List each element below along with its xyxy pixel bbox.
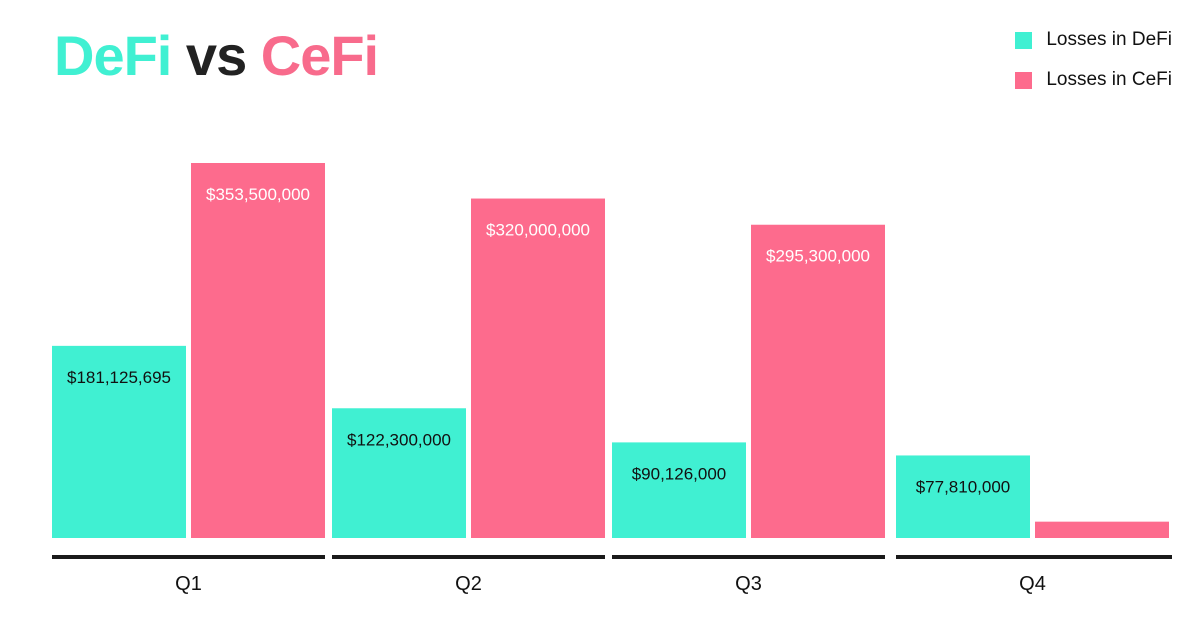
axis-segment-q2 — [332, 555, 605, 559]
x-tick-label-q4: Q4 — [1019, 573, 1046, 595]
axis-segment-q1 — [52, 555, 325, 559]
cefi-value-label-q3: $295,300,000 — [766, 247, 870, 266]
legend-swatch-cefi — [1015, 71, 1033, 89]
legend-label-defi: Losses in DeFi — [1046, 29, 1172, 50]
defi-bar-q1 — [52, 345, 186, 538]
title-defi: DeFi — [54, 24, 172, 87]
defi-value-label-q3: $90,126,000 — [632, 464, 727, 483]
defi-bar-q3 — [612, 442, 746, 538]
legend: Losses in DeFi Losses in CeFi — [1015, 26, 1172, 94]
x-tick-label-q1: Q1 — [175, 573, 202, 595]
legend-item-cefi: Losses in CeFi — [1015, 66, 1172, 94]
cefi-value-label-q1: $353,500,000 — [206, 185, 310, 204]
title-cefi: CeFi — [260, 24, 379, 87]
axis-segment-q4 — [896, 555, 1172, 559]
axis-segment-q3 — [612, 555, 885, 559]
defi-value-label-q2: $122,300,000 — [347, 430, 451, 449]
defi-value-label-q1: $181,125,695 — [67, 368, 171, 387]
chart-title: DeFi vs CeFi — [54, 20, 379, 92]
defi-bar-q2 — [332, 408, 466, 538]
cefi-bar-q2 — [471, 198, 605, 538]
defi-value-label-q4: $77,810,000 — [916, 477, 1011, 496]
cefi-bar-q3 — [751, 224, 885, 538]
defi-bar-q4 — [896, 455, 1030, 538]
x-tick-label-q2: Q2 — [455, 573, 482, 595]
cefi-value-label-q2: $320,000,000 — [486, 221, 590, 240]
legend-swatch-defi — [1015, 31, 1033, 49]
cefi-bar-q1 — [191, 163, 325, 538]
legend-item-defi: Losses in DeFi — [1015, 26, 1172, 54]
legend-label-cefi: Losses in CeFi — [1046, 69, 1172, 90]
title-vs: vs — [171, 24, 261, 87]
x-tick-label-q3: Q3 — [735, 573, 762, 595]
cefi-bar-q4 — [1035, 521, 1169, 538]
cefi-value-label-q4: $15,400,000 — [1055, 544, 1150, 563]
